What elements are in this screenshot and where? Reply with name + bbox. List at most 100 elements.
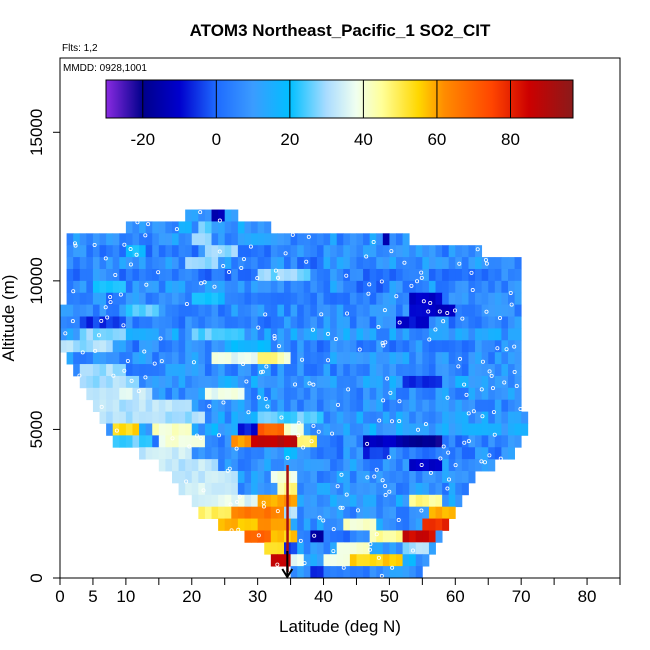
sample-point [389, 419, 394, 424]
heatmap-cell [475, 328, 483, 341]
heatmap-cell [92, 364, 100, 377]
heatmap-cell [185, 471, 193, 484]
heatmap-cell [303, 471, 311, 484]
heatmap-cell [382, 268, 390, 282]
heatmap-cell [389, 375, 397, 389]
heatmap-cell [435, 268, 443, 282]
heatmap-cell [152, 233, 160, 246]
heatmap-cell [224, 423, 232, 436]
heatmap-cell [468, 423, 476, 436]
sample-point [367, 282, 372, 287]
sample-point [427, 337, 432, 342]
heatmap-cell [264, 494, 272, 508]
heatmap-cell [442, 375, 450, 389]
heatmap-cell [99, 304, 107, 317]
heatmap-cell [251, 352, 259, 365]
heatmap-cell [488, 399, 496, 412]
heatmap-cell [336, 542, 344, 555]
heatmap-cell [442, 447, 450, 460]
heatmap-cell [152, 423, 160, 436]
sample-point [103, 305, 108, 310]
heatmap-cell [402, 447, 410, 460]
heatmap-cell [106, 340, 114, 353]
heatmap-cell [277, 268, 285, 282]
heatmap-cell [402, 482, 410, 496]
heatmap-cell [152, 352, 160, 365]
heatmap-cell [224, 268, 232, 282]
heatmap-cell [125, 364, 133, 377]
sample-point [92, 242, 97, 247]
heatmap-cell [389, 364, 397, 377]
heatmap-cell [402, 375, 410, 389]
heatmap-cell [481, 364, 489, 377]
heatmap-cell [376, 316, 384, 329]
heatmap-cell [251, 494, 259, 508]
heatmap-cell [376, 233, 384, 246]
heatmap-cell [139, 447, 147, 460]
heatmap-cell [349, 340, 357, 353]
heatmap-cell [323, 364, 331, 377]
heatmap-cell [290, 364, 298, 377]
heatmap-cell [435, 447, 443, 460]
sample-point [298, 538, 303, 543]
heatmap-cell [323, 566, 331, 578]
heatmap-cell [448, 257, 456, 270]
heatmap-cell [409, 459, 417, 472]
heatmap-cell [172, 471, 179, 484]
heatmap-cell [204, 435, 212, 448]
heatmap-cell [211, 399, 219, 412]
heatmap-cell [119, 423, 127, 436]
heatmap-cell [277, 387, 285, 401]
heatmap-cell [284, 399, 291, 412]
heatmap-cell [310, 328, 318, 341]
heatmap-cell [86, 352, 94, 365]
heatmap-cell [99, 268, 107, 282]
heatmap-cell [204, 304, 212, 317]
heatmap-cell [297, 292, 305, 306]
heatmap-cell [251, 233, 259, 246]
heatmap-cell [455, 459, 463, 472]
heatmap-cell [435, 292, 443, 306]
heatmap-cell [257, 471, 265, 484]
heatmap-cell [316, 518, 324, 531]
heatmap-cell [369, 387, 377, 401]
heatmap-cell [244, 292, 252, 306]
heatmap-cell [330, 435, 338, 448]
heatmap-cell [330, 316, 338, 329]
heatmap-cell [323, 316, 331, 329]
heatmap-cell [198, 352, 206, 365]
heatmap-cell [297, 435, 305, 448]
heatmap-cell [237, 257, 245, 270]
heatmap-cell [224, 328, 232, 341]
x-tick-label: 30 [248, 587, 267, 606]
heatmap-cell [316, 566, 324, 578]
heatmap-cell [132, 352, 140, 365]
sample-point [225, 468, 230, 473]
heatmap-cell [139, 257, 147, 270]
colorbar-tick-label: 0 [212, 130, 221, 149]
heatmap-cell [310, 257, 318, 270]
heatmap-cell [323, 435, 331, 448]
heatmap-cell [297, 518, 305, 531]
heatmap-cell [310, 542, 318, 555]
heatmap-cell [402, 566, 410, 578]
heatmap-cell [514, 411, 522, 424]
heatmap-cell [356, 304, 364, 317]
heatmap-cell [303, 506, 311, 519]
heatmap-cell [79, 340, 87, 353]
heatmap-cell [277, 411, 285, 424]
heatmap-cell [330, 399, 338, 412]
heatmap-cell [191, 328, 199, 341]
heatmap-cell [106, 375, 114, 389]
heatmap-cell [198, 459, 206, 472]
heatmap-cell [461, 340, 469, 353]
heatmap-cell [343, 494, 351, 508]
heatmap-cell [178, 221, 186, 234]
heatmap-cell [435, 364, 443, 377]
sample-point [142, 349, 147, 354]
heatmap-cell [310, 482, 318, 496]
heatmap-cell [389, 280, 397, 294]
heatmap-cell [244, 530, 252, 543]
heatmap-cell [363, 482, 371, 496]
heatmap-cell [468, 447, 476, 460]
